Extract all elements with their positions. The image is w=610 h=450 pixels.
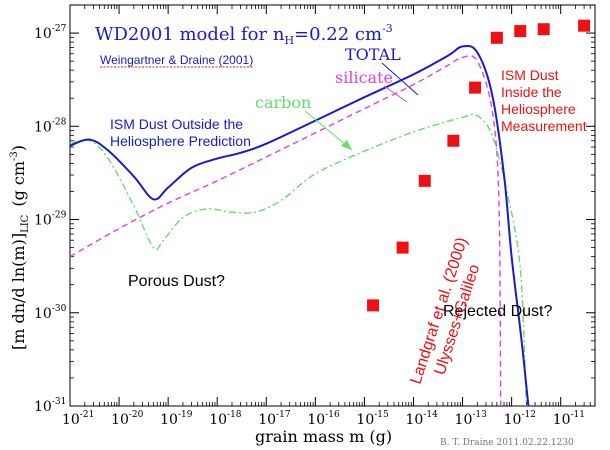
measurement-point (537, 23, 550, 36)
measurement-markers (367, 19, 591, 312)
series-total (70, 44, 530, 406)
series-carbon (70, 113, 528, 406)
y-axis-title: [m dn/d ln(m)]LIC(g cm-3) (9, 145, 31, 350)
y-tick-label: 10-27 (34, 24, 67, 42)
plot-frame (69, 4, 596, 407)
outside-prediction-label-line1: ISM Dust Outside the (110, 116, 243, 132)
measurement-point (490, 31, 503, 44)
carbon-label-arrowhead (341, 140, 352, 150)
x-tick-labels: 10-21 10-20 10-19 10-18 10-17 10-16 10-15 10-14… (62, 410, 585, 428)
silicate-label-pointer (383, 85, 408, 103)
inside-measurement-label-line4: Measurement (501, 118, 587, 134)
x-tick-label: 10-14 (405, 410, 438, 428)
x-axis-title: grain mass m (g) (255, 427, 392, 446)
measurement-point (469, 81, 482, 94)
silicate-label: silicate (335, 68, 393, 87)
x-tick-label: 10-18 (209, 410, 242, 428)
y-tick-label: 10-28 (34, 117, 67, 135)
measurement-point (578, 19, 591, 32)
measurement-point (367, 299, 380, 312)
y-tick-label: 10-31 (34, 397, 66, 415)
chart-title: WD2001 model for nH=0.22 cm-3 (95, 22, 393, 47)
axis-ticks (69, 4, 596, 407)
total-label-pointer (381, 62, 419, 96)
citation: Weingartner & Draine (2001) (100, 53, 253, 67)
inside-measurement-label-line1: ISM Dust (501, 67, 559, 83)
inside-measurement-label-line3: Heliosphere (501, 101, 576, 117)
x-tick-label: 10-13 (455, 410, 488, 428)
porous-dust-label: Porous Dust? (128, 273, 225, 290)
y-tick-label: 10-29 (34, 211, 67, 229)
x-tick-label: 10-12 (504, 410, 536, 428)
x-tick-label: 10-15 (356, 410, 389, 428)
inside-measurement-label-line2: Inside the (501, 84, 562, 100)
x-tick-label: 10-21 (62, 410, 94, 428)
total-label: TOTAL (345, 45, 401, 64)
x-tick-label: 10-20 (111, 410, 144, 428)
y-tick-labels: 10-31 10-30 10-29 10-28 10-27 (34, 24, 67, 415)
y-axis-title-text: [m dn/d ln(m)]LIC(g cm-3) (9, 145, 31, 350)
x-tick-label: 10-11 (553, 410, 585, 428)
y-tick-label: 10-30 (34, 304, 67, 322)
rejected-dust-label: Rejected Dust? (443, 303, 552, 320)
x-tick-label: 10-17 (258, 410, 291, 428)
credit-text: B. T. Draine 2011.02.22.1230 (440, 438, 574, 448)
series-silicate (70, 54, 502, 406)
outside-prediction-label-line2: Heliosphere Prediction (110, 133, 251, 149)
x-tick-label: 10-16 (307, 410, 340, 428)
measurement-point (514, 25, 527, 38)
measurement-point (418, 174, 431, 187)
carbon-label: carbon (255, 93, 311, 112)
measurement-point (447, 134, 460, 147)
curves (70, 44, 530, 406)
measurement-point (396, 241, 409, 254)
x-tick-label: 10-19 (160, 410, 193, 428)
